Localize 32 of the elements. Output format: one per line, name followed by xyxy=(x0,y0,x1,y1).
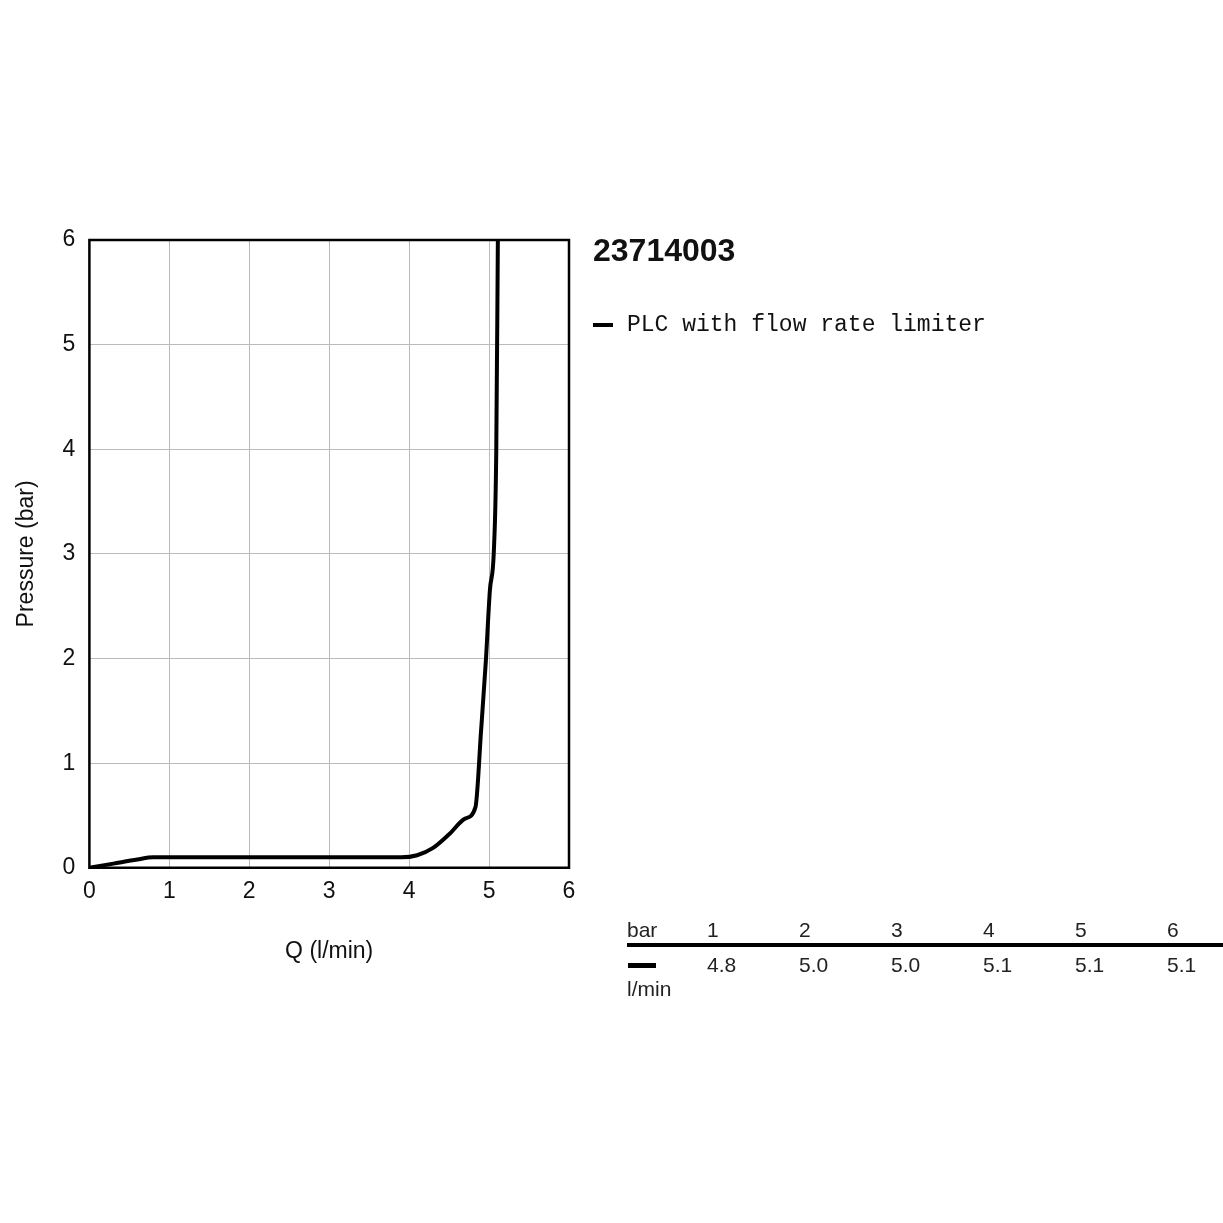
text: 1 xyxy=(707,918,719,942)
text: bar xyxy=(627,918,658,942)
text: 3 xyxy=(891,918,903,942)
x-tick-label: 0 xyxy=(82,876,96,903)
text: 5.1 xyxy=(1167,953,1197,977)
text: 5 xyxy=(1075,918,1087,942)
text: 23714003 xyxy=(593,231,736,268)
y-tick-label: 4 xyxy=(62,434,76,461)
y-tick-label: 3 xyxy=(62,539,76,566)
text: 5.1 xyxy=(983,953,1013,977)
y-tick-label: 5 xyxy=(62,329,76,356)
x-tick-label: 2 xyxy=(242,876,256,903)
x-tick-label: 4 xyxy=(402,876,416,903)
x-tick-label: 6 xyxy=(562,876,576,903)
y-tick-label: 2 xyxy=(62,643,76,670)
y-axis-title: Pressure (bar) xyxy=(12,480,39,628)
y-tick-label: 0 xyxy=(62,853,76,880)
text: 2 xyxy=(799,918,811,942)
x-axis-title: Q (l/min) xyxy=(285,936,374,963)
text: 5.1 xyxy=(1075,953,1105,977)
legend-label: PLC with flow rate limiter xyxy=(627,312,986,339)
text: 6 xyxy=(1167,918,1179,942)
text: l/min xyxy=(627,977,672,1001)
x-tick-label: 5 xyxy=(482,876,496,903)
text: 5.0 xyxy=(891,953,921,977)
x-tick-label: 3 xyxy=(322,876,336,903)
text: 4.8 xyxy=(707,953,737,977)
y-tick-label: 1 xyxy=(62,748,76,775)
text: 4 xyxy=(983,918,995,942)
text: 5.0 xyxy=(799,953,829,977)
y-tick-label: 6 xyxy=(62,225,76,252)
x-tick-label: 1 xyxy=(162,876,176,903)
